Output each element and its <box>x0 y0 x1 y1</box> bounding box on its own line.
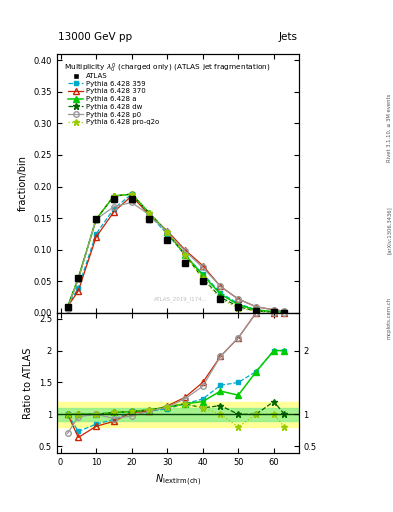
Text: Multiplicity $\lambda_0^0$ (charged only) (ATLAS jet fragmentation): Multiplicity $\lambda_0^0$ (charged only… <box>64 61 271 75</box>
Y-axis label: fraction/bin: fraction/bin <box>18 155 28 211</box>
Text: 13000 GeV pp: 13000 GeV pp <box>58 32 132 42</box>
Legend: ATLAS, Pythia 6.428 359, Pythia 6.428 370, Pythia 6.428 a, Pythia 6.428 dw, Pyth: ATLAS, Pythia 6.428 359, Pythia 6.428 37… <box>65 70 162 128</box>
Y-axis label: Ratio to ATLAS: Ratio to ATLAS <box>24 347 33 419</box>
Text: ATLAS_2019_I174...: ATLAS_2019_I174... <box>154 296 208 302</box>
Text: Rivet 3.1.10, ≥ 3M events: Rivet 3.1.10, ≥ 3M events <box>387 94 391 162</box>
Text: Jets: Jets <box>279 32 298 42</box>
Text: mcplots.cern.ch: mcplots.cern.ch <box>387 296 391 338</box>
Text: [arXiv:1306.3436]: [arXiv:1306.3436] <box>387 206 391 254</box>
X-axis label: $N_{\mathrm{lextirm(ch)}}$: $N_{\mathrm{lextirm(ch)}}$ <box>155 473 201 488</box>
